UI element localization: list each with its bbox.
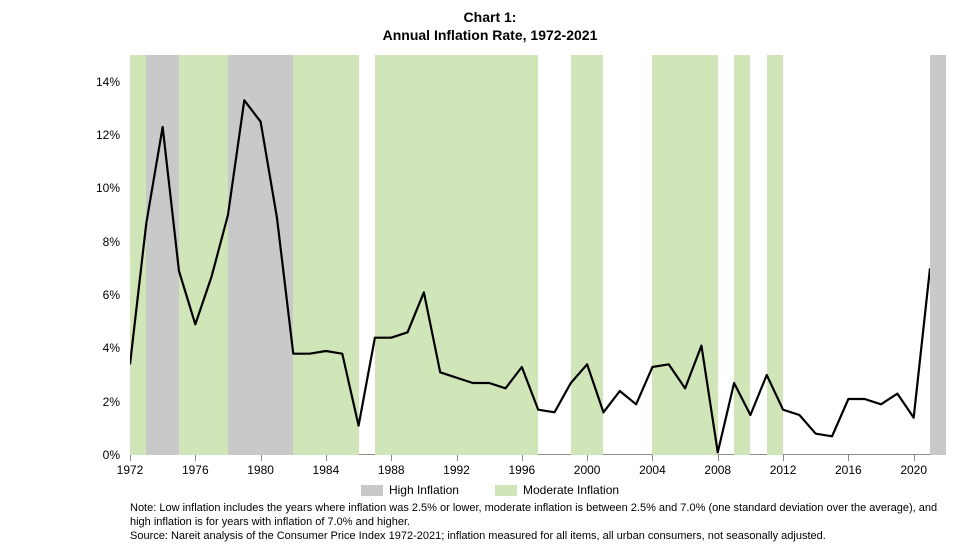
legend: High Inflation Moderate Inflation — [0, 483, 980, 499]
x-tick — [718, 455, 719, 461]
y-tick-label: 4% — [70, 341, 120, 355]
x-tick — [195, 455, 196, 461]
chart-title: Chart 1: Annual Inflation Rate, 1972-202… — [0, 0, 980, 44]
x-tick — [130, 455, 131, 461]
line-series — [130, 55, 930, 455]
y-tick-label: 12% — [70, 128, 120, 142]
source-text: Source: Nareit analysis of the Consumer … — [130, 530, 940, 544]
chart-title-line1: Chart 1: — [0, 8, 980, 26]
x-tick — [457, 455, 458, 461]
legend-item: Moderate Inflation — [495, 483, 619, 497]
note-text: Note: Low inflation includes the years w… — [130, 502, 940, 530]
x-tick-label: 1972 — [117, 463, 144, 477]
y-tick-label: 0% — [70, 448, 120, 462]
x-tick-label: 2016 — [835, 463, 862, 477]
chart-area: 0%2%4%6%8%10%12%14%197219761980198419881… — [130, 55, 930, 455]
legend-swatch — [361, 485, 383, 496]
x-tick-label: 1988 — [378, 463, 405, 477]
y-tick-label: 6% — [70, 288, 120, 302]
x-tick-label: 2004 — [639, 463, 666, 477]
inflation-line — [130, 100, 930, 452]
x-tick — [783, 455, 784, 461]
y-tick-label: 14% — [70, 75, 120, 89]
x-tick-label: 2012 — [770, 463, 797, 477]
chart-title-line2: Annual Inflation Rate, 1972-2021 — [0, 26, 980, 44]
inflation-band — [930, 55, 946, 455]
x-tick — [522, 455, 523, 461]
x-tick-label: 1980 — [247, 463, 274, 477]
x-tick — [652, 455, 653, 461]
x-tick-label: 1976 — [182, 463, 209, 477]
legend-swatch — [495, 485, 517, 496]
x-tick — [587, 455, 588, 461]
legend-item: High Inflation — [361, 483, 459, 497]
plot-area — [130, 55, 930, 455]
x-tick — [914, 455, 915, 461]
x-tick-label: 1996 — [508, 463, 535, 477]
x-tick-label: 1984 — [313, 463, 340, 477]
x-tick-label: 1992 — [443, 463, 470, 477]
y-tick-label: 8% — [70, 235, 120, 249]
legend-label: Moderate Inflation — [523, 483, 619, 497]
x-tick-label: 2008 — [704, 463, 731, 477]
x-tick — [326, 455, 327, 461]
y-tick-label: 10% — [70, 181, 120, 195]
y-tick-label: 2% — [70, 395, 120, 409]
x-tick — [261, 455, 262, 461]
x-tick-label: 2000 — [574, 463, 601, 477]
x-tick — [391, 455, 392, 461]
legend-label: High Inflation — [389, 483, 459, 497]
x-tick — [848, 455, 849, 461]
x-tick-label: 2020 — [900, 463, 927, 477]
